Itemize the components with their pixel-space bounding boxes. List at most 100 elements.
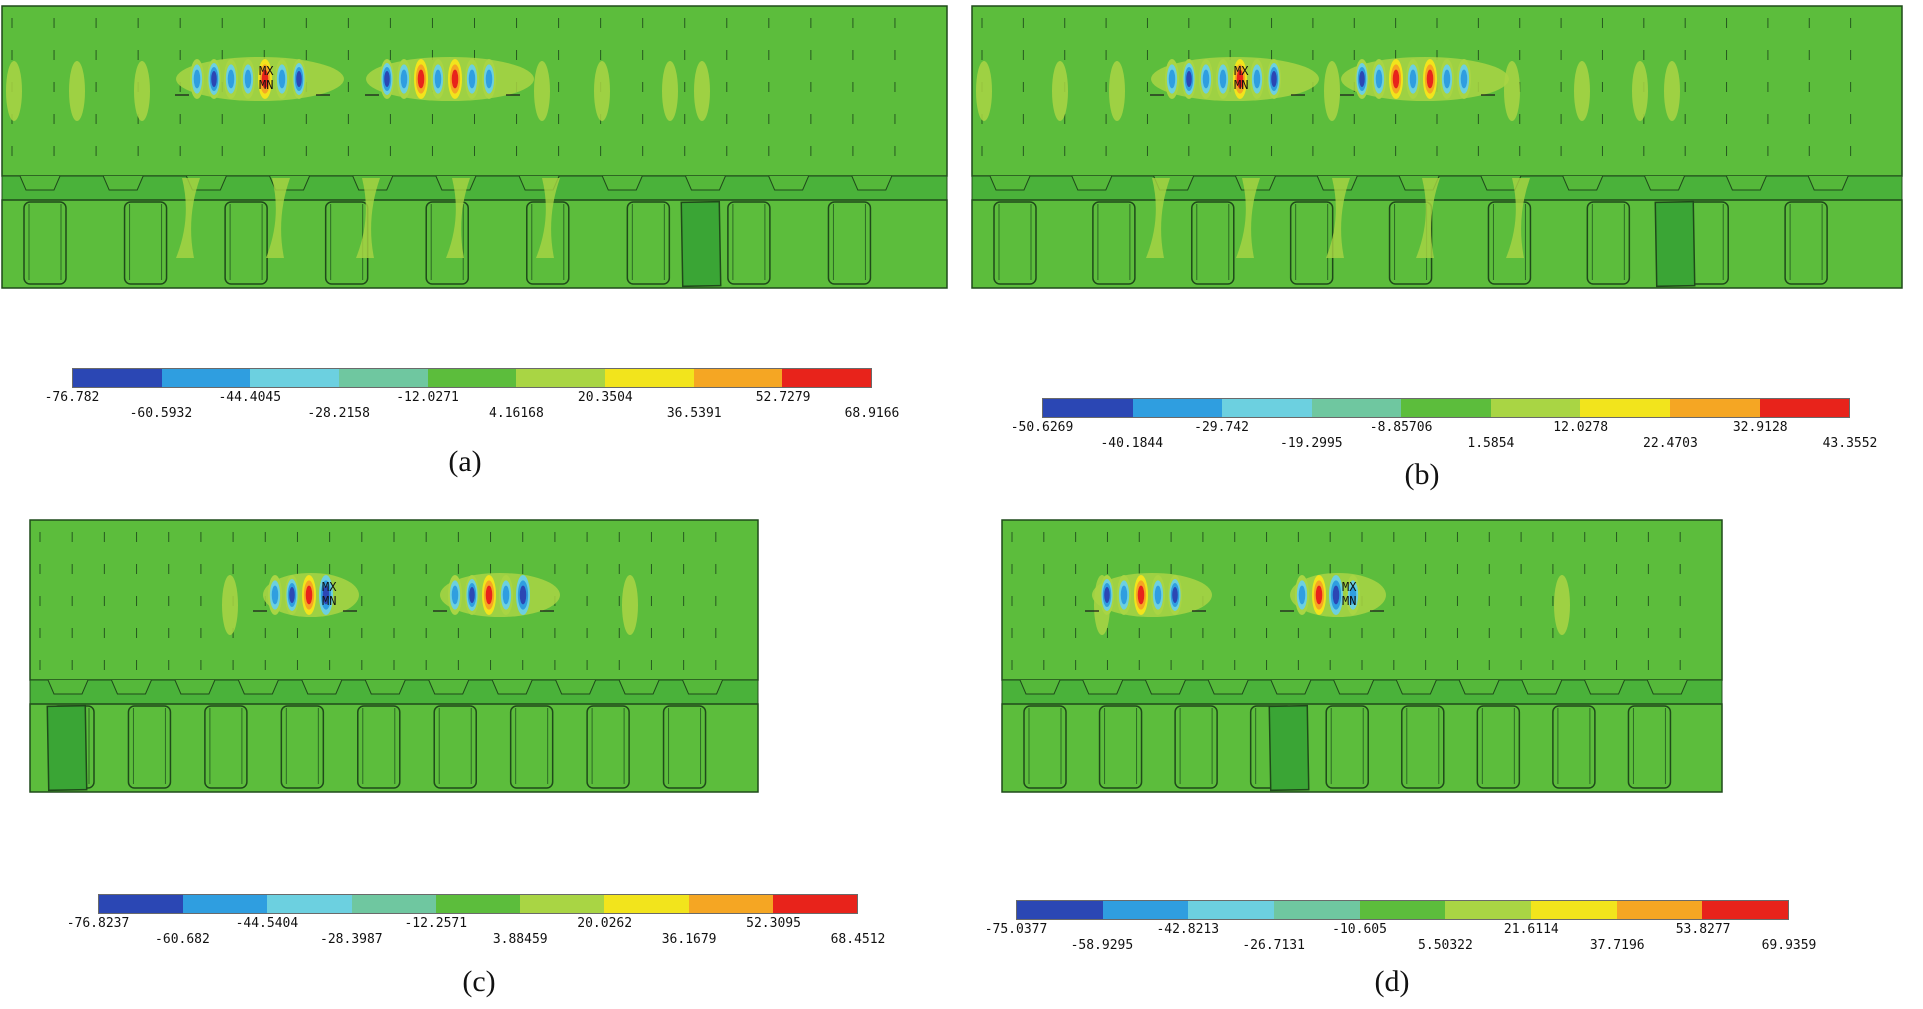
- colorbar-segment: [1359, 901, 1446, 919]
- colorbar-tick-label: 1.5854: [1467, 436, 1515, 451]
- tooth-d: [1646, 679, 1688, 695]
- stress-streak-b: [1146, 178, 1170, 258]
- marker-max-a: MX: [259, 64, 274, 78]
- colorbar-tick-label: 43.3552: [1822, 436, 1878, 451]
- support-column-d: [1174, 705, 1218, 789]
- colorbar-segment: [1531, 901, 1617, 919]
- contour-spot-a: [6, 61, 22, 121]
- colorbar-tick-label: -26.7131: [1242, 938, 1305, 953]
- tooth-c: [618, 679, 660, 695]
- stress-lobe-c: [451, 585, 459, 605]
- stress-streak-b: [1236, 178, 1260, 258]
- colorbar-segment: [782, 369, 872, 387]
- colorbar-tick-label: -44.4045: [218, 390, 282, 405]
- colorbar-tick-label: 32.9128: [1732, 420, 1788, 435]
- support-column-a: [123, 201, 168, 285]
- support-column-b: [1487, 201, 1532, 285]
- colorbar-tick-label: -28.3987: [320, 932, 383, 947]
- colorbar-d: -75.0377 -58.9295 -42.8213 -26.7131 -10.605 5…: [985, 900, 1816, 960]
- stress-lobe-b: [1186, 71, 1192, 87]
- colorbar-segment: [161, 369, 251, 387]
- contour-spot-b: [1109, 61, 1125, 121]
- stress-lobe-a: [434, 69, 442, 89]
- support-column-c: [127, 705, 172, 789]
- support-column-b: [1092, 201, 1136, 285]
- marker-min-a: MN: [259, 78, 273, 92]
- stress-lobe-a: [384, 71, 390, 87]
- colorbar-tick-label: -40.1844: [1100, 436, 1164, 451]
- colorbar-segment: [1759, 399, 1850, 417]
- contour-spot-b: [1664, 61, 1680, 121]
- colorbar-segment: [1132, 399, 1223, 417]
- stress-lobe-b: [1253, 69, 1261, 89]
- colorbar-tick-label: 3.88459: [492, 932, 548, 947]
- support-column-c: [662, 705, 707, 789]
- tooth-b: [1562, 175, 1604, 191]
- stress-streak-a: [356, 178, 380, 258]
- stress-lobe-c: [485, 585, 493, 605]
- stress-lobe-a: [296, 71, 302, 87]
- colorbar-segment: [1616, 901, 1703, 919]
- colorbar-tick-label: -76.782: [44, 390, 100, 405]
- colorbar-tick-label: 69.9359: [1761, 938, 1817, 953]
- support-column-a: [425, 201, 469, 285]
- tooth-c: [110, 679, 152, 695]
- tooth-d: [1207, 679, 1249, 695]
- stress-lobe-d: [1315, 585, 1323, 605]
- panel-b: MX MN -50.6269 -40.1844 -29.742 -19.2995 -8.8…: [970, 0, 1923, 500]
- stress-lobe-b: [1443, 69, 1451, 89]
- colorbar-segment: [772, 895, 857, 913]
- colorbar-segment: [1445, 901, 1532, 919]
- stress-lobe-d: [1154, 585, 1162, 605]
- stress-lobe-b: [1202, 69, 1210, 89]
- stress-lobe-b: [1168, 69, 1176, 89]
- stress-lobe-a: [400, 69, 408, 89]
- support-column-c: [357, 705, 401, 789]
- support-column-d: [1098, 705, 1143, 789]
- stress-streak-b: [1506, 178, 1530, 258]
- support-column-c: [586, 705, 630, 789]
- colorbar-segment: [1401, 399, 1491, 417]
- colorbar-segment: [693, 369, 783, 387]
- support-column-c: [433, 705, 477, 789]
- colorbar-tick-label: 68.9166: [844, 406, 900, 421]
- colorbar-a: -76.782 -60.5932 -44.4045 -28.2158 -12.0271 4…: [45, 368, 899, 428]
- sleeper-block-a: [680, 200, 722, 288]
- tooth-a: [19, 175, 61, 191]
- colorbar-tick-label: 5.50322: [1418, 938, 1473, 953]
- tooth-c: [301, 679, 343, 695]
- contour-spot-c: [622, 575, 638, 635]
- colorbar-segment: [520, 895, 605, 913]
- contour-spot-a: [694, 61, 710, 121]
- stress-lobe-c: [519, 585, 527, 605]
- stress-lobe-a: [485, 69, 493, 89]
- stress-lobe-a: [417, 69, 425, 89]
- tooth-d: [1395, 679, 1437, 695]
- colorbar-c: -76.8237 -60.682 -44.5404 -28.3987 -12.2571 3…: [67, 894, 885, 954]
- caption-b: (b): [1404, 458, 1440, 491]
- tooth-a: [102, 175, 144, 191]
- colorbar-tick-label: -12.2571: [404, 916, 468, 931]
- colorbar-tick-label: -28.2158: [307, 406, 370, 421]
- tooth-b: [1725, 175, 1767, 191]
- colorbar-tick-label: -12.0271: [396, 390, 459, 405]
- colorbar-tick-label: 12.0278: [1553, 420, 1609, 435]
- colorbar-segment: [688, 895, 773, 913]
- stress-lobe-b: [1359, 71, 1365, 87]
- tooth-d: [1019, 679, 1061, 695]
- stress-lobe-d: [1120, 585, 1128, 605]
- contour-spot-a: [594, 61, 610, 121]
- contour-spot-b: [1632, 61, 1648, 121]
- tooth-c: [237, 679, 279, 695]
- support-column-c: [204, 705, 248, 789]
- tooth-a: [768, 175, 810, 191]
- stress-lobe-d: [1298, 585, 1306, 605]
- stress-lobe-d: [1137, 585, 1145, 605]
- support-column-d: [1325, 705, 1369, 789]
- marker-min-d: MN: [1342, 594, 1356, 608]
- tooth-a: [851, 175, 893, 191]
- tooth-d: [1144, 679, 1186, 695]
- sleeper-block-d: [1268, 704, 1310, 792]
- stress-lobe-b: [1271, 71, 1277, 87]
- tooth-a: [684, 175, 726, 191]
